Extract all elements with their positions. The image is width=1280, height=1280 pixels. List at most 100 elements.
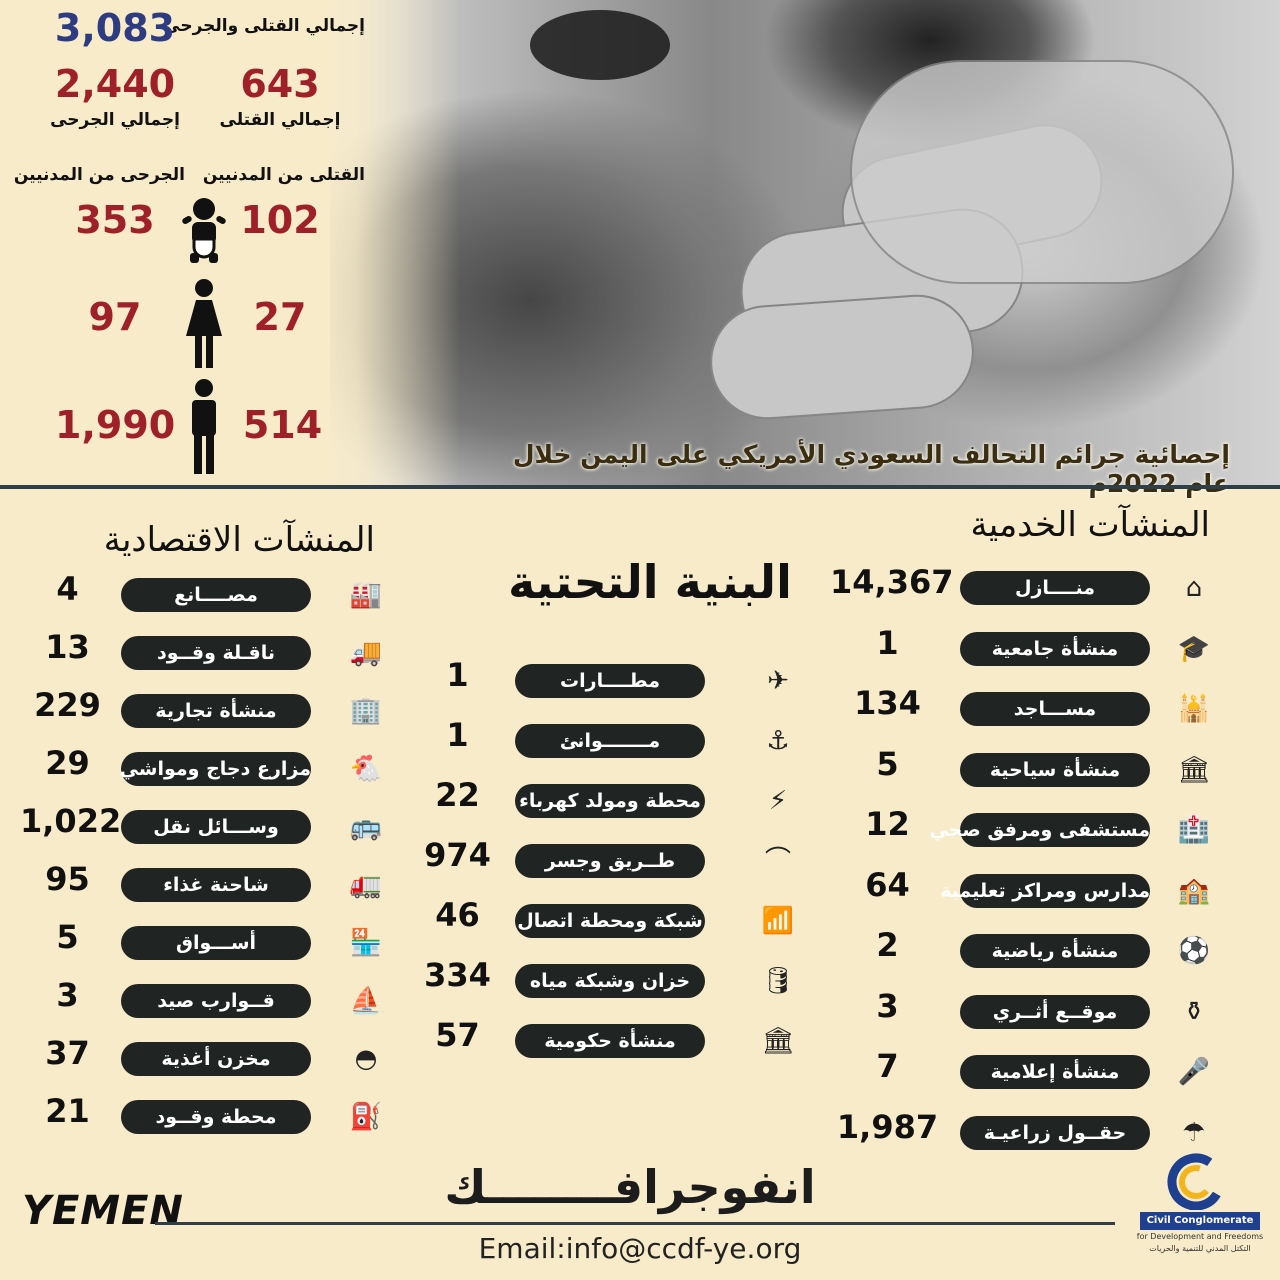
service-label-9: حقــول زراعيـة [960,1115,1150,1150]
economic-value-4: 1,022 [20,802,122,840]
microphone-icon: 🎤 [1177,1057,1211,1087]
shop-icon: 🏪 [349,928,383,958]
child-killed-value: 102 [240,198,320,242]
footer-line [155,1222,1115,1225]
economic-label-8: مخزن أغذية [121,1042,311,1076]
crying-child-photo [330,0,1280,485]
economic-label-2: منشأة تجارية [121,694,311,728]
service-value-6: 2 [876,926,899,964]
yemen-logo: YEMEN [22,1188,184,1234]
bus-icon: 🚌 [349,812,383,842]
service-value-3: 5 [876,744,899,783]
service-label-7: موقــع أثــري [960,994,1150,1029]
economic-title: المنشآت الاقتصادية [103,520,375,560]
service-label-8: منشأة إعلامية [960,1055,1150,1089]
landmark-icon: 🏛 [1177,754,1211,785]
economic-value-8: 37 [45,1034,90,1072]
mosque-icon: 🕌 [1177,694,1211,724]
service-label-6: منشأة رياضية [960,934,1150,968]
photo-fade [300,0,460,485]
man-killed-value: 514 [242,403,323,447]
boat-icon: ⛵ [349,986,383,1016]
total-value: 3,083 [54,6,176,50]
main-title: إحصائية جرائم التحالف السعودي الأمريكي ع… [512,440,1230,498]
water-tank-icon: 🛢 [761,966,795,996]
economic-value-2: 229 [34,686,101,724]
divider [0,485,1280,489]
factory-icon: 🏭 [349,580,383,610]
org-logo: Civil Conglomerate for Development and F… [1137,1150,1263,1270]
infra-title: البنية التحتية [508,555,792,609]
fuel-pump-icon: ⛽ [349,1102,383,1132]
infra-label-3: طــريق وجسر [515,844,705,878]
service-value-4: 12 [865,805,910,843]
infra-value-6: 57 [435,1016,480,1054]
hospital-icon: 🏥 [1177,815,1211,845]
org-name-en: Civil Conglomerate [1140,1212,1260,1230]
killed-value: 643 [240,62,320,106]
injured-label: إجمالي الجرحى [50,110,180,130]
graduation-cap-icon: 🎓 [1177,633,1211,664]
service-value-5: 64 [865,865,910,904]
service-label-4: مستشفى ومرفق صحي [929,813,1150,847]
economic-value-3: 29 [45,744,90,782]
woman-injured-value: 97 [88,295,142,339]
injured-value: 2,440 [54,62,176,106]
service-label-5: مدارس ومراكز تعليمية [940,873,1150,908]
infra-label-4: شبكة ومحطة اتصال [515,904,705,938]
service-label-2: مســـاجد [960,692,1150,726]
man-icon [192,379,216,474]
org-name-ar: التكتل المدني للتنمية والحريات [1149,1244,1251,1253]
service-value-1: 1 [876,623,899,662]
house-icon: ⌂ [1185,573,1203,603]
economic-label-1: ناقـلة وقــود [121,636,311,670]
service-value-2: 134 [854,684,921,722]
service-value-0: 14,367 [830,563,954,601]
service-value-8: 7 [876,1047,899,1085]
infra-value-1: 1 [446,716,469,754]
bridge-icon: ⌒ [764,846,791,876]
email-text: Email:info@ccdf-ye.org [478,1232,802,1265]
economic-label-5: شاحنة غذاء [121,868,311,902]
infra-value-2: 22 [435,776,480,814]
civ-killed-label: القتلى من المدنيين [202,165,365,185]
economic-label-6: أســـواق [121,926,311,960]
school-icon: 🏫 [1177,875,1211,906]
economic-value-5: 95 [45,860,90,898]
chicken-icon: 🐔 [349,754,383,784]
economic-value-7: 3 [56,976,79,1014]
total-label: إجمالي القتلى والجرحى [163,16,365,36]
infra-value-0: 1 [446,656,469,694]
killed-label: إجمالي القتلى [219,110,341,130]
service-label-3: منشأة سياحية [960,752,1150,787]
org-name-sub: for Development and Freedoms [1136,1232,1264,1241]
woman-killed-value: 27 [253,295,307,339]
football-icon: ⚽ [1177,936,1211,966]
infra-value-4: 46 [435,896,480,934]
infra-value-3: 974 [424,836,491,874]
service-title: المنشآت الخدمية [970,505,1210,545]
economic-value-9: 21 [45,1092,90,1130]
food-store-icon: ◓ [354,1044,378,1074]
generator-icon: ⚡ [768,786,788,816]
service-value-9: 1,987 [836,1107,939,1146]
government-building-icon: 🏛 [761,1026,795,1056]
infra-label-5: خزان وشبكة مياه [515,964,705,998]
child-injured-value: 353 [75,198,155,242]
economic-label-7: قــوارب صيد [121,984,311,1018]
infra-value-5: 334 [424,956,491,994]
truck-icon: 🚛 [349,870,383,900]
man-injured-value: 1,990 [55,403,176,447]
economic-value-6: 5 [56,918,79,956]
economic-label-9: محطة وقــود [121,1100,311,1134]
port-icon: ⚓ [766,726,790,756]
infra-label-2: محطة ومولد كهرباء [515,784,705,818]
service-label-1: منشأة جامعية [960,631,1150,666]
commercial-building-icon: 🏢 [349,696,383,726]
economic-label-0: مصــــانع [121,578,311,612]
economic-label-3: مزارع دجاج ومواشي [120,752,311,786]
infograph-label: انفوجرافــــــــك [444,1160,816,1214]
infra-label-0: مطــــارات [515,664,705,698]
service-label-0: منــــازل [960,571,1150,605]
infra-label-1: مـــــــوانئ [515,724,705,758]
